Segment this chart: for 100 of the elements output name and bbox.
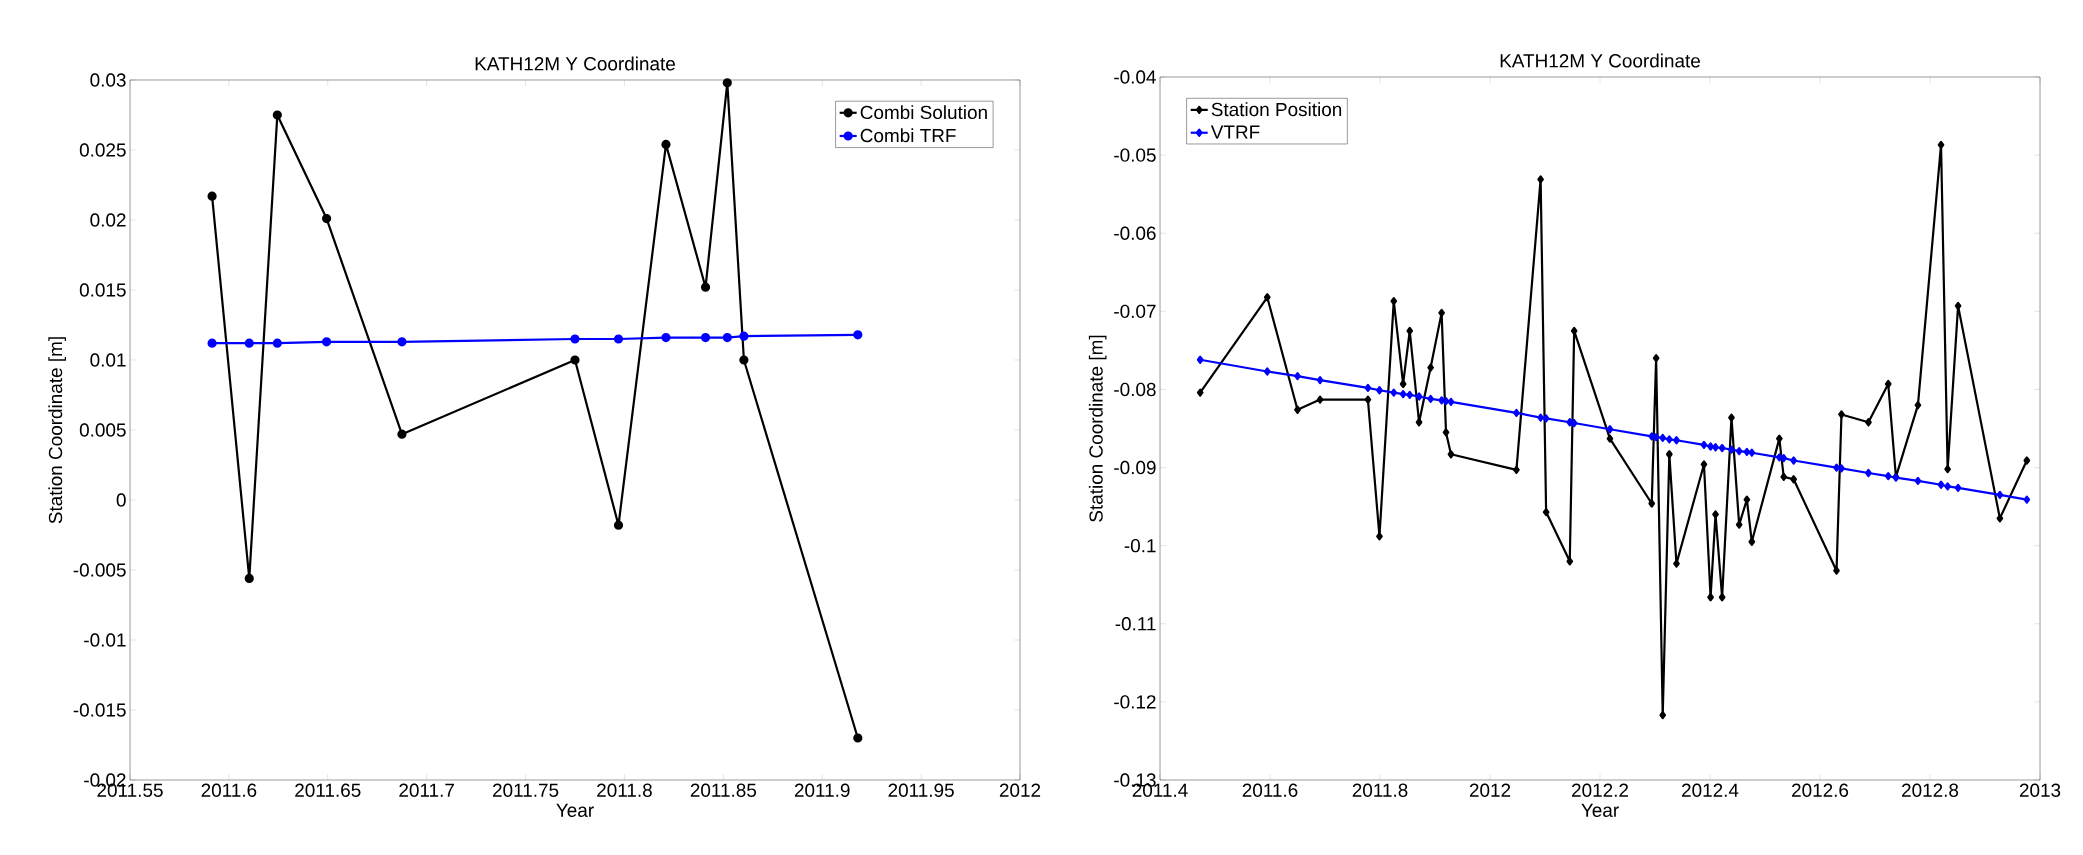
point: [1648, 499, 1656, 508]
point: [1513, 465, 1520, 474]
point: [1390, 297, 1398, 306]
point: [1442, 428, 1450, 437]
x-tick-label: 2011.6: [1242, 783, 1298, 797]
x-tick-label: 2011.8: [597, 783, 652, 797]
point: [722, 78, 732, 88]
point: [1427, 363, 1434, 372]
point: [722, 333, 732, 343]
x-tick-label: 2012.4: [1682, 783, 1739, 797]
y-tick-label: 0.03: [90, 73, 126, 87]
y-tick-label: -0.005: [73, 563, 126, 577]
point: [1775, 434, 1783, 443]
point: [613, 334, 624, 344]
point: [661, 139, 671, 149]
point: [1570, 418, 1578, 428]
point: [1775, 453, 1783, 462]
y-tick-label: -0.12: [1114, 695, 1156, 709]
x-tick-label: 2011.65: [295, 783, 361, 797]
point: [1442, 397, 1450, 406]
point: [1673, 559, 1680, 568]
point: [1743, 495, 1751, 504]
x-tick-label: 2011.8: [1352, 783, 1408, 797]
point: [1542, 507, 1550, 517]
point: [1707, 442, 1714, 451]
point: [1415, 418, 1423, 427]
point: [1566, 557, 1574, 566]
y-tick-label: 0.015: [79, 283, 126, 297]
point: [1712, 510, 1719, 519]
point: [397, 337, 407, 347]
point: [1700, 460, 1708, 469]
point: [1996, 490, 2004, 499]
point: [1865, 468, 1872, 478]
point: [1748, 537, 1756, 546]
point: [321, 213, 332, 224]
x-tick-label: 2012.6: [1792, 783, 1849, 797]
y-tick-label: -0.01: [84, 633, 126, 647]
legend-label: Station Position: [1211, 102, 1342, 117]
point: [1652, 354, 1660, 363]
legend-label: Combi TRF: [860, 128, 956, 143]
point: [1364, 383, 1372, 392]
y-tick-label: -0.09: [1114, 460, 1156, 475]
point: [1707, 593, 1714, 602]
point: [321, 337, 332, 347]
point: [1659, 433, 1667, 442]
point: [1406, 326, 1414, 335]
point: [1652, 432, 1660, 442]
y-axis-title: Station Coordinate [m]: [1088, 335, 1107, 522]
y-tick-label: 0: [116, 493, 126, 507]
point: [570, 355, 580, 365]
point: [397, 429, 407, 439]
point: [1728, 413, 1735, 422]
point: [1438, 396, 1445, 405]
x-tick-label: 2011.85: [690, 783, 757, 797]
point: [1513, 408, 1520, 417]
point: [1570, 326, 1578, 335]
point: [1914, 400, 1922, 410]
x-tick-label: 2011.95: [888, 783, 954, 797]
x-tick-label: 2011.7: [399, 783, 454, 797]
point: [1996, 514, 2004, 523]
point: [1399, 390, 1407, 399]
point: [244, 338, 254, 348]
point: [1735, 520, 1743, 529]
point: [1399, 379, 1407, 389]
point: [1606, 425, 1614, 434]
point: [739, 355, 749, 365]
x-axis-title: Year: [1581, 803, 1619, 817]
x-tick-label: 2011.75: [493, 783, 559, 797]
y-tick-label: 0.01: [90, 353, 126, 367]
point: [613, 520, 624, 530]
y-tick-label: -0.06: [1114, 226, 1156, 240]
point: [1780, 472, 1788, 482]
x-tick-label: 2012.2: [1572, 783, 1629, 797]
point: [1316, 375, 1324, 385]
point: [1712, 443, 1719, 452]
point: [1438, 308, 1445, 317]
point: [1735, 447, 1743, 456]
y-tick-label: -0.07: [1114, 304, 1156, 319]
point: [1196, 388, 1204, 397]
x-tick-label: 2011.6: [201, 783, 257, 797]
point: [661, 333, 671, 343]
point: [570, 334, 580, 344]
point: [244, 573, 254, 583]
x-tick-label: 2012.8: [1902, 783, 1959, 797]
legend-label: VTRF: [1210, 125, 1260, 139]
point: [1606, 434, 1614, 443]
chart-title: KATH12M Y Coordinate: [475, 56, 675, 71]
x-tick-label: 2012: [1469, 783, 1511, 797]
point: [1748, 448, 1756, 457]
point: [1743, 447, 1751, 457]
point: [1665, 450, 1673, 459]
point: [1937, 140, 1945, 150]
y-tick-label: 0.025: [79, 143, 126, 157]
point: [1390, 388, 1398, 397]
point: [1447, 397, 1455, 407]
point: [1838, 410, 1845, 419]
point: [1954, 301, 1962, 310]
y-tick-label: -0.04: [1114, 70, 1156, 84]
point: [1884, 472, 1892, 481]
point: [1944, 465, 1951, 474]
